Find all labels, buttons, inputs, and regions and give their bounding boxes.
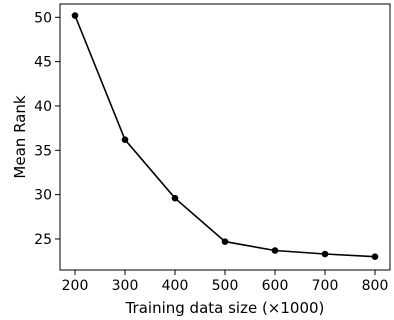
x-tick-label: 500 — [212, 278, 239, 294]
data-point — [371, 253, 379, 260]
x-tick-label: 200 — [62, 278, 89, 294]
y-tick-label: 40 — [34, 99, 52, 115]
plot-frame — [59, 3, 391, 271]
y-tick-label: 35 — [34, 143, 52, 159]
data-point — [221, 238, 229, 245]
data-point — [171, 194, 179, 202]
x-axis-label: Training data size (×1000) — [125, 299, 325, 317]
x-tick-label: 600 — [262, 278, 289, 294]
x-axis-ticks: 200 300 400 500 600 700 800 — [62, 270, 389, 294]
data-point — [321, 250, 329, 258]
y-tick-label: 45 — [34, 55, 52, 71]
y-axis-ticks: 25 30 35 40 45 50 — [34, 10, 60, 248]
data-point — [271, 247, 279, 254]
x-tick-label: 300 — [112, 278, 139, 294]
series-line — [74, 15, 376, 258]
data-point — [121, 136, 129, 143]
data-point — [71, 12, 79, 19]
y-axis-label: Mean Rank — [11, 95, 29, 178]
plot-series — [71, 12, 379, 260]
x-tick-label: 400 — [162, 278, 189, 294]
y-tick-label: 25 — [34, 232, 52, 248]
y-tick-label: 50 — [34, 10, 52, 26]
x-tick-label: 800 — [362, 278, 389, 294]
y-tick-label: 30 — [34, 188, 52, 204]
x-tick-label: 700 — [312, 278, 339, 294]
